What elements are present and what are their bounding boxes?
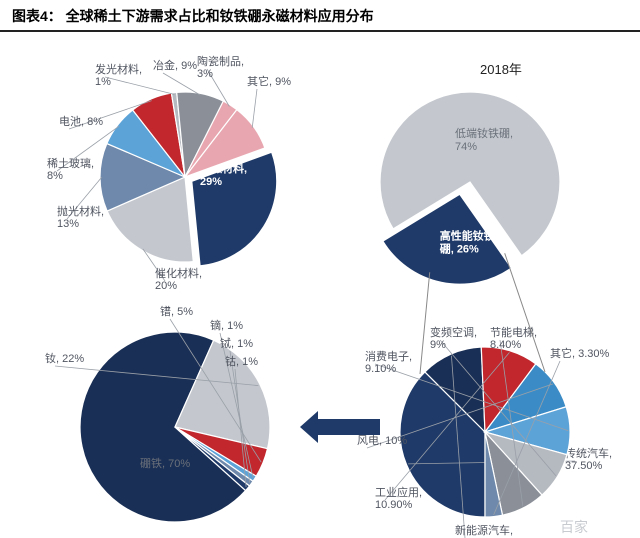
- bot_right-label: 工业应用,: [375, 485, 422, 499]
- bot_right-label: 其它, 3.30%: [550, 346, 610, 360]
- top_left-label: 其它, 9%: [247, 74, 291, 88]
- top_left-label: 陶瓷制品,: [197, 54, 244, 68]
- chart-canvas: 永磁材料,29%催化材料,20%抛光材料,13%稀土玻璃,8%电池, 8%发光材…: [0, 32, 640, 538]
- top_left-label: 稀土玻璃,: [47, 156, 94, 170]
- bot_left-label: 钴, 1%: [225, 354, 258, 368]
- top_right-label: 高性能钕铁: [440, 228, 495, 242]
- figure-title: 图表4： 全球稀土下游需求占比和钕铁硼永磁材料应用分布: [0, 0, 640, 32]
- bot_right-label: 9.10%: [365, 363, 396, 375]
- bot_right-label: 风电, 10%: [357, 434, 407, 447]
- bot_left-label: 镨, 5%: [160, 304, 193, 318]
- top_left-label: 20%: [155, 280, 177, 292]
- top_left-label: 催化材料,: [155, 266, 202, 280]
- bot_right-label: 消费电子,: [365, 349, 412, 363]
- top_right-label: 低端钕铁硼,: [455, 127, 513, 140]
- bot_left-label: 镝, 1%: [210, 318, 243, 332]
- watermark: 百家: [560, 519, 588, 535]
- bot_right-label: 37.50%: [565, 460, 603, 472]
- bot_right-label: 9%: [430, 339, 446, 351]
- bot_right-label: 变频空调,: [430, 325, 477, 339]
- top_left-label: 3%: [197, 68, 213, 80]
- bot_right-label: 10.90%: [375, 499, 413, 511]
- top_left-label: 冶金, 9%: [153, 58, 197, 72]
- top_left-label: 8%: [47, 170, 63, 182]
- charts-svg: 永磁材料,29%催化材料,20%抛光材料,13%稀土玻璃,8%电池, 8%发光材…: [0, 32, 640, 538]
- top_left-label: 发光材料,: [95, 62, 142, 76]
- bot_right-label: 8.40%: [490, 339, 521, 351]
- bot_left-label: 铽, 1%: [220, 336, 253, 350]
- bot_left-label: 钕, 22%: [45, 352, 84, 365]
- year-label: 2018年: [480, 62, 522, 77]
- top_right-label: 硼, 26%: [440, 242, 479, 255]
- bot_right-label: 新能源汽车,: [455, 523, 513, 537]
- top_left-label: 29%: [200, 176, 222, 188]
- top_left-label: 抛光材料,: [57, 204, 104, 218]
- top_left-label: 电池, 8%: [59, 115, 103, 128]
- top_left-label: 13%: [57, 218, 79, 230]
- top_right-label: 74%: [455, 141, 477, 153]
- bot_left-label: 硼铁, 70%: [140, 457, 190, 470]
- top_left-label: 1%: [95, 76, 111, 88]
- bot_right-label: 传统汽车,: [565, 446, 612, 460]
